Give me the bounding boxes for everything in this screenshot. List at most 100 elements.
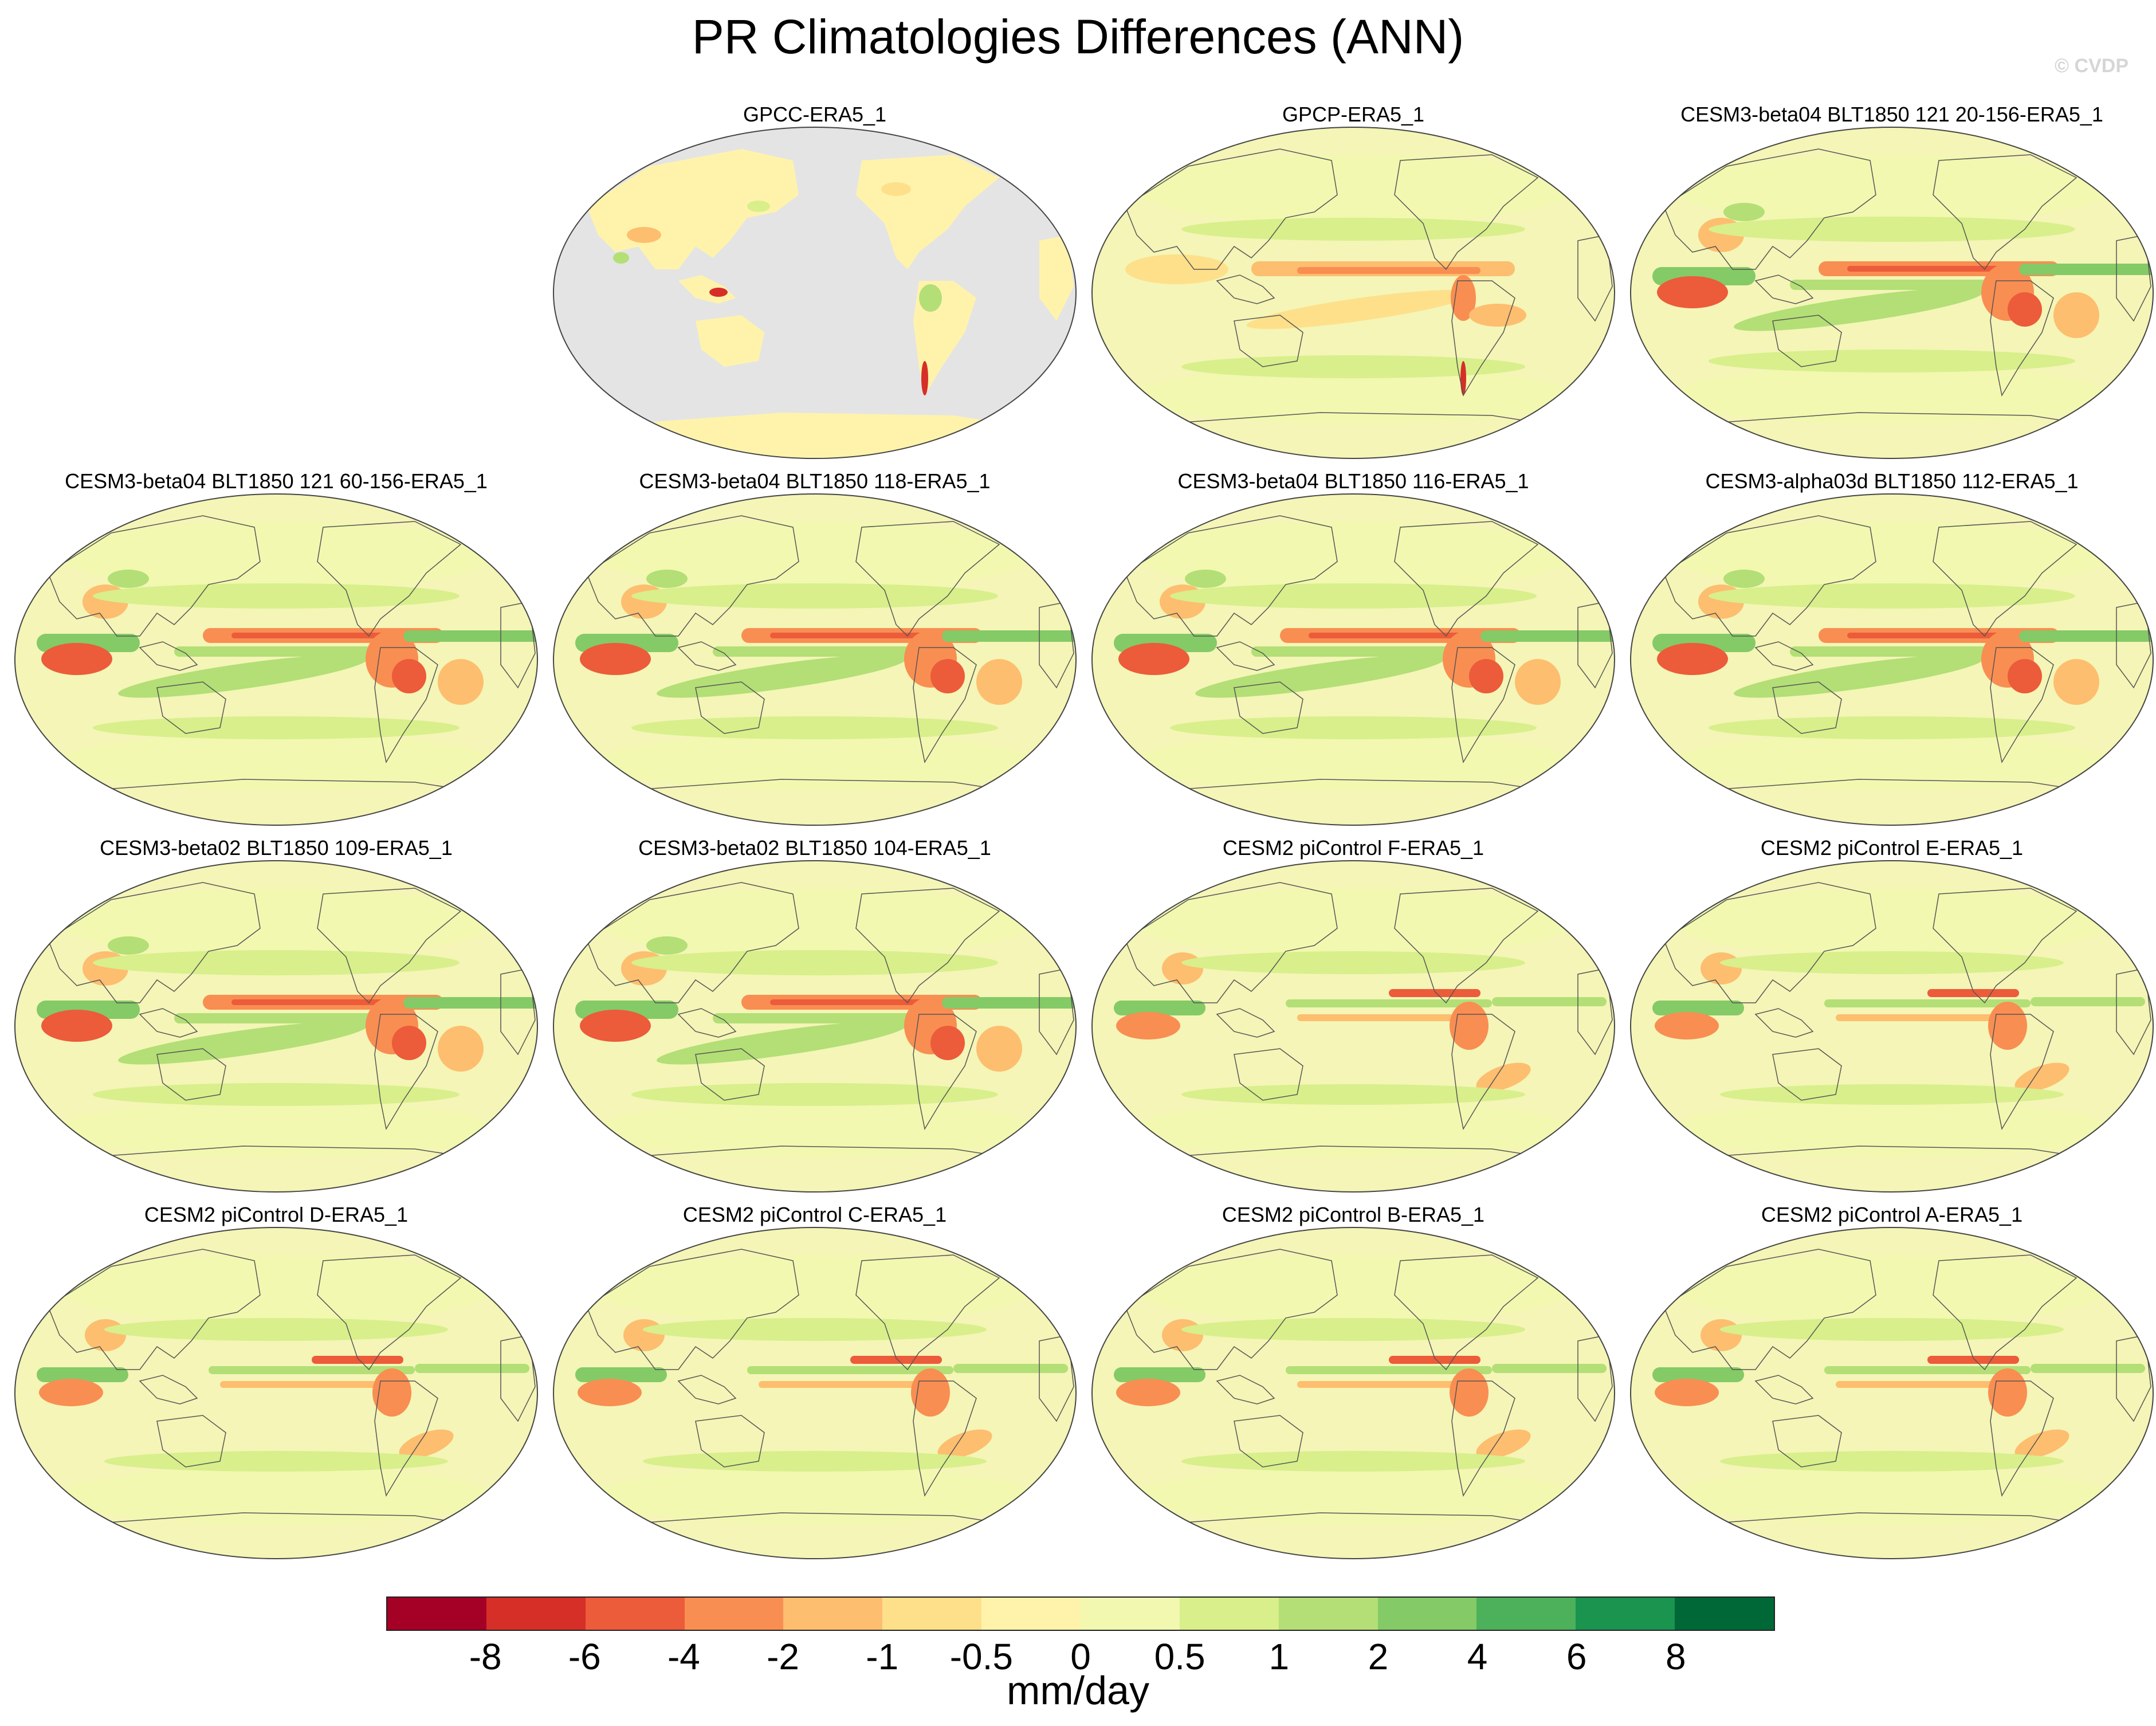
indian-ocean-dry-anomaly xyxy=(1657,276,1728,308)
map-outline xyxy=(553,1227,1077,1559)
equatorial-pacific-dry-core xyxy=(231,633,392,638)
coastline xyxy=(586,882,799,1003)
north-pacific-wet xyxy=(1181,1318,1525,1341)
equatorial-pacific-dry-core xyxy=(1309,633,1469,638)
map-panel: CESM2 piControl A-ERA5_1 xyxy=(1624,1202,2156,1569)
panel-title: CESM2 piControl F-ERA5_1 xyxy=(1222,836,1485,860)
equatorial-pacific-dry-core xyxy=(231,999,392,1005)
northern-moist-band xyxy=(1674,888,2110,957)
indian-ocean-dry-anomaly xyxy=(41,643,112,675)
south-atlantic-anomaly xyxy=(937,1429,992,1459)
atlantic-wet-band xyxy=(403,997,537,1009)
northern-itcz-dry-band xyxy=(1927,989,2019,997)
map-plot xyxy=(14,493,538,826)
south-pacific-wet xyxy=(104,1451,448,1472)
atlantic-wet-band xyxy=(1492,1364,1607,1373)
colorbar-tick-label: -1 xyxy=(866,1636,899,1677)
asia-dry-anomaly xyxy=(1701,1319,1742,1351)
indian-ocean-dry-anomaly xyxy=(1657,643,1728,675)
colorbar-swatch xyxy=(1675,1598,1774,1630)
coastline xyxy=(156,1415,226,1468)
map-outline xyxy=(1630,860,2154,1192)
coastline xyxy=(156,681,226,734)
spcz-wet-band xyxy=(118,654,368,698)
map-plot xyxy=(1630,493,2154,826)
colorbar-units: mm/day xyxy=(1007,1668,1149,1713)
coastline xyxy=(1990,1380,2054,1497)
atlantic-wet-band xyxy=(1492,997,1607,1006)
southern-moist-band xyxy=(1136,1100,1571,1158)
figure-title: PR Climatologies Differences (ANN) xyxy=(692,10,1464,64)
map-plot xyxy=(14,860,538,1192)
southern-moist-band xyxy=(597,1100,1032,1158)
coastline xyxy=(913,1380,977,1497)
coastline xyxy=(1933,1254,2078,1371)
south-atlantic-anomaly xyxy=(2014,1062,2069,1092)
coastline xyxy=(855,1254,1000,1371)
coastline xyxy=(855,521,1000,637)
atlantic-wet-band xyxy=(942,630,1076,642)
northern-itcz-dry-band xyxy=(1389,989,1480,997)
coastline xyxy=(1394,1254,1539,1371)
atlantic-dry-anomaly xyxy=(2053,659,2099,705)
northern-itcz-dry-band xyxy=(1389,1356,1480,1364)
southern-moist-band xyxy=(597,733,1032,791)
siberia-wet-anomaly xyxy=(747,201,770,212)
south-atlantic-anomaly xyxy=(1476,1062,1531,1092)
south-pacific-wet xyxy=(1181,355,1525,378)
china-wet-anomaly xyxy=(108,936,149,955)
northern-moist-band xyxy=(58,521,494,590)
map-plot xyxy=(553,127,1077,459)
northern-moist-band xyxy=(1136,888,1571,957)
indian-ocean-dry-anomaly xyxy=(580,643,651,675)
china-wet-anomaly xyxy=(108,570,149,588)
north-pacific-wet xyxy=(1720,951,2064,974)
atlantic-dry-anomaly xyxy=(2053,292,2099,338)
northern-moist-band xyxy=(1674,1255,2110,1324)
south-pacific-wet xyxy=(631,1083,998,1106)
map-plot xyxy=(1630,127,2154,459)
china-wet-anomaly xyxy=(646,936,688,955)
colorbar-swatch xyxy=(585,1598,685,1630)
coastline xyxy=(1754,1008,1814,1038)
coastline xyxy=(677,1375,737,1405)
south-pacific-wet xyxy=(1181,1451,1525,1472)
spcz-wet-band xyxy=(657,1021,906,1065)
panel-title: GPCC-ERA5_1 xyxy=(743,103,887,126)
coastline xyxy=(1451,1014,1515,1131)
southern-moist-band xyxy=(1674,367,2110,424)
asia-dry-anomaly xyxy=(1701,952,1742,984)
amazon-wet-anomaly xyxy=(919,284,942,312)
south-pacific-wet xyxy=(1709,716,2075,739)
colorbar-tick-label: 4 xyxy=(1467,1636,1488,1677)
coastline xyxy=(1216,641,1275,671)
colorbar-tick-label: -2 xyxy=(767,1636,800,1677)
coastline xyxy=(156,1048,226,1101)
northern-moist-band xyxy=(58,888,494,957)
atlantic-wet-band xyxy=(403,630,537,642)
coastline xyxy=(695,1415,765,1468)
southern-moist-band xyxy=(1136,733,1571,791)
itcz-wet-band xyxy=(1790,280,2031,290)
indian-ocean-dry-anomaly xyxy=(1655,1012,1719,1039)
coastline xyxy=(48,1249,261,1370)
colorbar-swatch xyxy=(486,1598,586,1630)
andes-dry-anomaly xyxy=(921,361,928,395)
indian-ocean-dry-anomaly xyxy=(580,1010,651,1042)
north-pacific-wet xyxy=(631,583,998,609)
panel-title: CESM2 piControl D-ERA5_1 xyxy=(144,1203,409,1226)
northern-moist-band xyxy=(1136,521,1571,590)
coastline xyxy=(1754,1375,1814,1405)
coastline xyxy=(1394,521,1539,637)
map-plot xyxy=(1630,1227,2154,1559)
atlantic-wet-band xyxy=(2031,997,2145,1006)
coastline xyxy=(1663,882,1876,1003)
atlantic-anomaly xyxy=(1469,304,1526,327)
colorbar-swatch xyxy=(1081,1598,1180,1630)
north-pacific-wet xyxy=(1709,583,2075,609)
coastline xyxy=(1451,1380,1515,1497)
colorbar-tick-label: 0 xyxy=(1070,1636,1091,1677)
map-panel: CESM2 piControl F-ERA5_1 xyxy=(1085,835,1621,1202)
equatorial-pacific-dry-core xyxy=(1847,633,2008,638)
north-pacific-wet xyxy=(1181,951,1525,974)
